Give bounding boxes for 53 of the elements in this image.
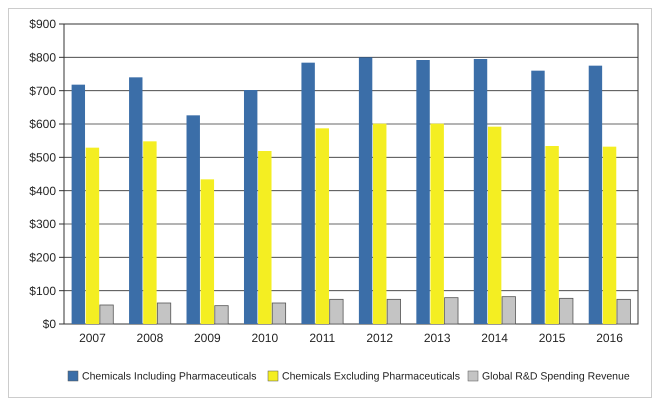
- bar: [545, 146, 559, 324]
- bar: [316, 128, 329, 324]
- x-tick-label: 2014: [481, 331, 508, 345]
- x-tick-label: 2013: [424, 331, 451, 345]
- y-tick-label: $900: [29, 17, 56, 32]
- bar: [444, 297, 458, 324]
- bar: [272, 302, 286, 324]
- y-tick-label: $0: [42, 317, 56, 332]
- bar: [616, 298, 631, 324]
- bar: [559, 298, 574, 324]
- bar: [258, 151, 272, 324]
- bar: [474, 59, 488, 324]
- legend-label: Chemicals Including Pharmaceuticals: [82, 370, 256, 383]
- bar: [99, 304, 114, 324]
- bar: [416, 60, 430, 324]
- y-tick-label: $100: [29, 284, 56, 298]
- y-tick-label: $600: [29, 117, 56, 132]
- bar: [156, 302, 172, 324]
- x-tick-label: 2009: [194, 331, 222, 345]
- legend-label: Chemicals Excluding Pharmaceuticals: [282, 370, 460, 383]
- bar: [86, 148, 100, 324]
- y-tick-label: $300: [29, 217, 56, 232]
- bar: [602, 146, 616, 324]
- bar: [373, 124, 386, 324]
- bar: [72, 84, 86, 324]
- legend-label: Global R&D Spending Revenue: [482, 370, 630, 383]
- x-tick-label: 2012: [366, 331, 394, 345]
- bar: [502, 296, 516, 324]
- bar: [588, 66, 602, 324]
- x-tick-label: 2015: [538, 331, 566, 345]
- bar: [301, 62, 315, 324]
- bar: [430, 124, 444, 324]
- y-tick-label: $700: [29, 84, 56, 98]
- x-tick-label: 2011: [309, 331, 336, 345]
- bar: [531, 70, 545, 324]
- bar: [488, 126, 502, 324]
- y-tick-label: $500: [29, 150, 56, 165]
- bar: [214, 305, 229, 324]
- bar: [386, 298, 401, 324]
- y-tick-label: $400: [29, 184, 56, 198]
- bar: [329, 298, 344, 324]
- bar: [358, 57, 372, 324]
- bar: [186, 115, 200, 324]
- x-tick-label: 2016: [596, 331, 624, 345]
- y-tick-label: $800: [29, 50, 56, 65]
- bar: [200, 179, 214, 324]
- bar: [244, 90, 258, 324]
- x-tick-label: 2007: [79, 331, 106, 345]
- bar: [129, 77, 142, 324]
- y-tick-label: $200: [29, 250, 56, 265]
- x-tick-label: 2008: [136, 331, 164, 345]
- bar: [143, 141, 157, 324]
- x-tick-label: 2010: [251, 331, 278, 345]
